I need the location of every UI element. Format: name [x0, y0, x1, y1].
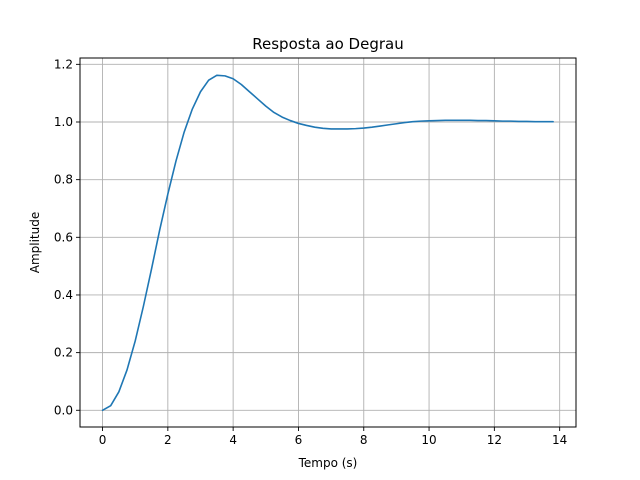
y-tick-label: 0.0: [54, 403, 73, 417]
y-tick-label: 0.2: [54, 346, 73, 360]
series-line: [101, 74, 554, 412]
x-tick-label: 14: [552, 433, 567, 447]
grid: [80, 58, 576, 427]
y-tick-label: 1.2: [54, 57, 73, 71]
chart-title: Resposta ao Degrau: [252, 35, 403, 53]
y-tick-label: 0.8: [54, 173, 73, 187]
x-tick-label: 6: [295, 433, 303, 447]
y-axis-ticks: 0.0 0.2 0.4 0.6 0.8 1.0 1.2: [54, 57, 80, 417]
x-tick-label: 4: [229, 433, 237, 447]
x-tick-label: 12: [487, 433, 502, 447]
y-axis-label: Amplitude: [28, 212, 42, 274]
x-tick-label: 8: [360, 433, 368, 447]
y-tick-label: 0.4: [54, 288, 73, 302]
x-tick-label: 10: [421, 433, 436, 447]
series-layer: [101, 74, 554, 412]
y-tick-label: 0.6: [54, 230, 73, 244]
y-tick-label: 1.0: [54, 115, 73, 129]
x-axis-ticks: 0 2 4 6 8 10 12 14: [99, 427, 567, 447]
x-axis-label: Tempo (s): [298, 456, 358, 470]
plot-frame: [79, 57, 577, 428]
x-tick-label: 0: [99, 433, 107, 447]
x-tick-label: 2: [164, 433, 172, 447]
